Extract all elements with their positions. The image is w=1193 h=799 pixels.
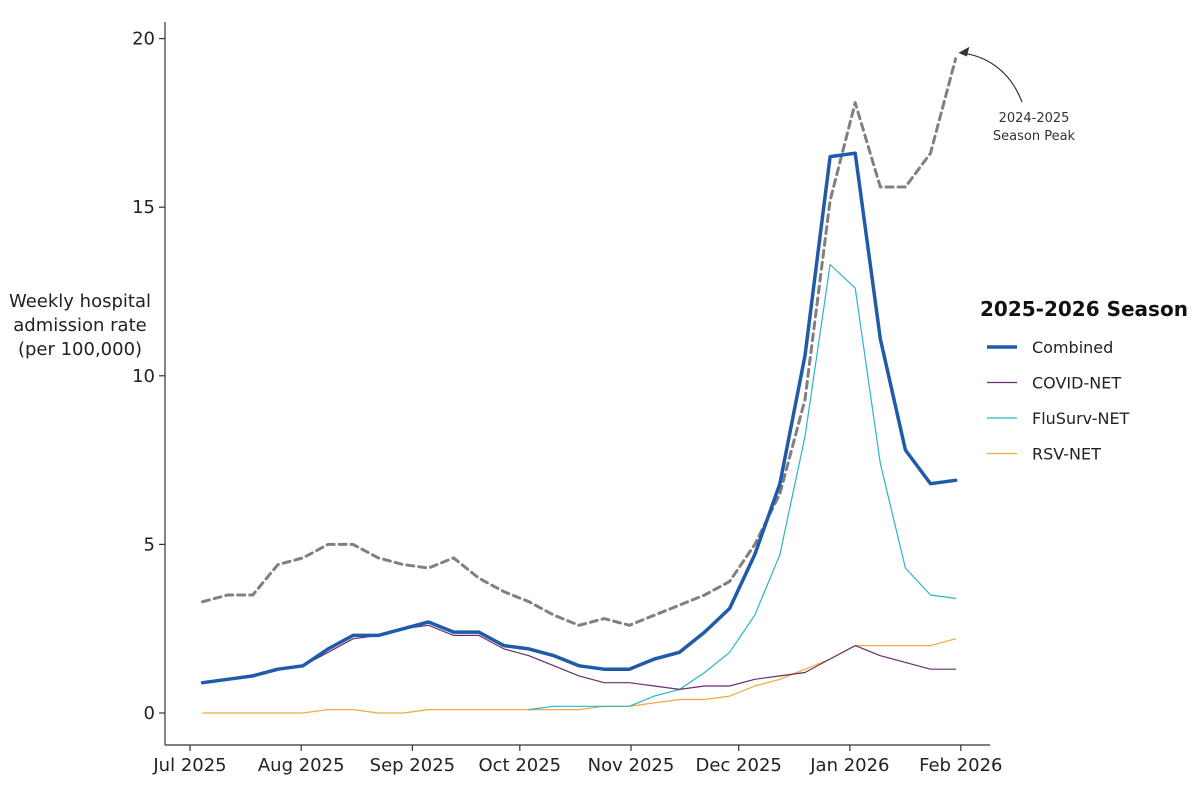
season-peak-annotation: 2024-2025 Season Peak <box>958 46 1076 144</box>
y-axis-label-line: admission rate <box>13 315 146 336</box>
x-tick-label: Dec 2025 <box>695 755 781 776</box>
legend-entry: RSV-NET <box>1032 445 1101 464</box>
y-axis-label: Weekly hospital admission rate (per 100,00… <box>9 291 151 360</box>
y-tick-label: 15 <box>132 197 155 218</box>
axes: 0 5 10 15 20 Jul 2025 Aug 2025 Sep 2025 Oct 2025… <box>132 22 1003 776</box>
x-tick-label: Jan 2026 <box>809 755 889 776</box>
x-tick-label: Nov 2025 <box>588 755 675 776</box>
legend-entry: FluSurv-NET <box>1032 409 1130 428</box>
x-tick-label: Oct 2025 <box>478 755 561 776</box>
y-tick-label: 10 <box>132 366 155 387</box>
x-tick-label: Feb 2026 <box>919 755 1002 776</box>
series-lines <box>200 57 958 714</box>
y-tick-label: 5 <box>144 534 155 555</box>
y-axis-label-line: (per 100,000) <box>18 339 142 360</box>
annotation-text: 2024-2025 <box>999 111 1070 126</box>
legend-title: 2025-2026 Season <box>980 297 1188 321</box>
series-line-covid-net <box>202 624 957 690</box>
annotation-text: Season Peak <box>993 129 1076 144</box>
y-tick-label: 20 <box>132 29 155 50</box>
x-tick-label: Jul 2025 <box>152 755 226 776</box>
series-line-flusurv-net <box>528 263 957 711</box>
series-line-previous-season <box>201 57 958 627</box>
x-tick-label: Aug 2025 <box>258 755 345 776</box>
annotation-arrow <box>959 52 1023 103</box>
annotation-arrowhead <box>958 46 970 57</box>
legend: 2025-2026 Season Combined COVID-NET FluSurv… <box>980 297 1188 464</box>
series-line-combined <box>200 151 958 685</box>
y-tick-label: 0 <box>144 703 155 724</box>
legend-entry: Combined <box>1032 338 1113 357</box>
legend-entry: COVID-NET <box>1032 374 1121 393</box>
x-tick-label: Sep 2025 <box>370 755 455 776</box>
y-axis-label-line: Weekly hospital <box>9 291 151 312</box>
